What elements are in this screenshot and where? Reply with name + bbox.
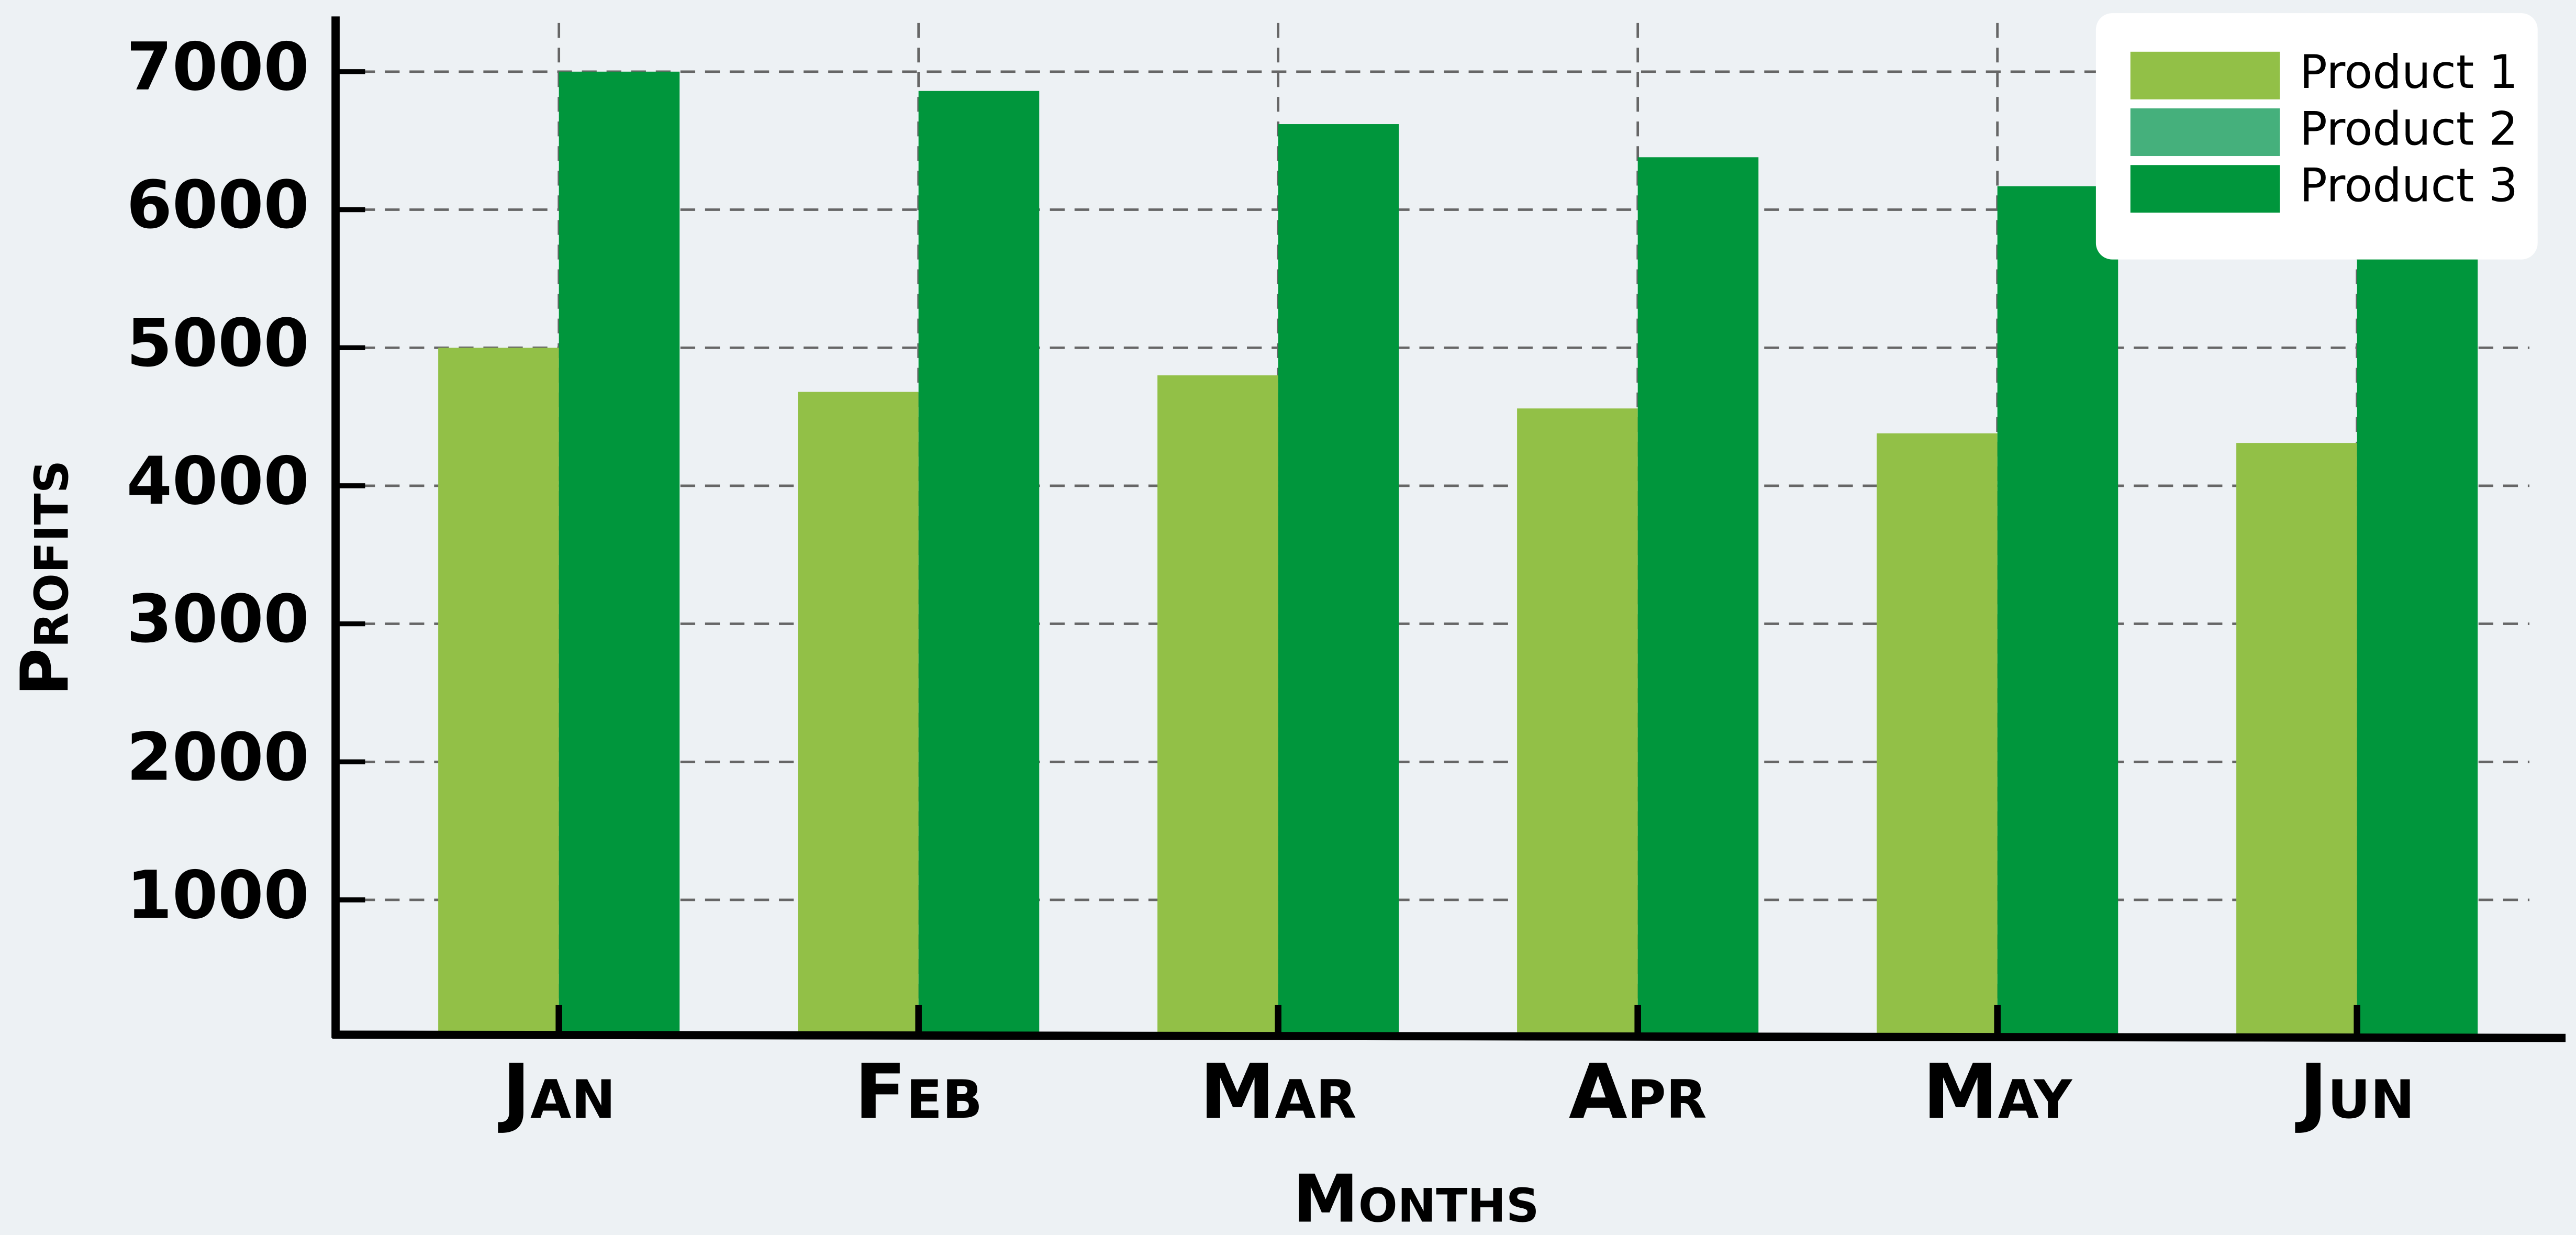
- legend-label: Product 1: [2300, 45, 2518, 99]
- bars: [438, 71, 2478, 1038]
- x-tick-label: Feb: [854, 1048, 983, 1136]
- bar: [1517, 408, 1638, 1038]
- legend-swatch: [2130, 51, 2280, 99]
- y-axis-title: Profits: [7, 460, 83, 696]
- y-tick-label: 1000: [127, 857, 309, 933]
- bar: [1877, 433, 1998, 1038]
- x-axis: [332, 1030, 2566, 1042]
- bar: [559, 71, 680, 1038]
- axes: 1000 2000 3000 4000 5000 6000 7000 Jan Feb Mar Apr…: [127, 16, 2566, 1136]
- bar: [2357, 216, 2478, 1038]
- bar: [1637, 157, 1759, 1038]
- x-axis-title: Months: [1293, 1161, 1539, 1235]
- y-tick-label: 6000: [127, 167, 309, 243]
- y-tick-label: 5000: [127, 305, 309, 381]
- bar: [918, 91, 1040, 1038]
- x-tick-label: Mar: [1200, 1048, 1357, 1136]
- y-tick-label: 2000: [127, 719, 309, 795]
- x-tick-label: Jun: [2295, 1048, 2415, 1136]
- bar: [1157, 375, 1278, 1038]
- legend-swatch: [2130, 108, 2280, 157]
- bar: [1278, 124, 1399, 1038]
- bar: [798, 392, 919, 1038]
- legend-label: Product 2: [2300, 102, 2518, 155]
- bar: [438, 348, 559, 1038]
- y-tick-label: 7000: [127, 29, 309, 105]
- x-tick-label: Apr: [1569, 1048, 1707, 1136]
- legend-label: Product 3: [2300, 159, 2518, 213]
- bar: [2236, 443, 2357, 1038]
- legend-swatch: [2130, 165, 2280, 213]
- x-tick-label: Jan: [497, 1048, 615, 1136]
- y-tick-label: 3000: [127, 581, 309, 658]
- bar: [1997, 186, 2118, 1038]
- y-tick-label: 4000: [127, 443, 309, 519]
- x-tick-label: May: [1923, 1048, 2073, 1136]
